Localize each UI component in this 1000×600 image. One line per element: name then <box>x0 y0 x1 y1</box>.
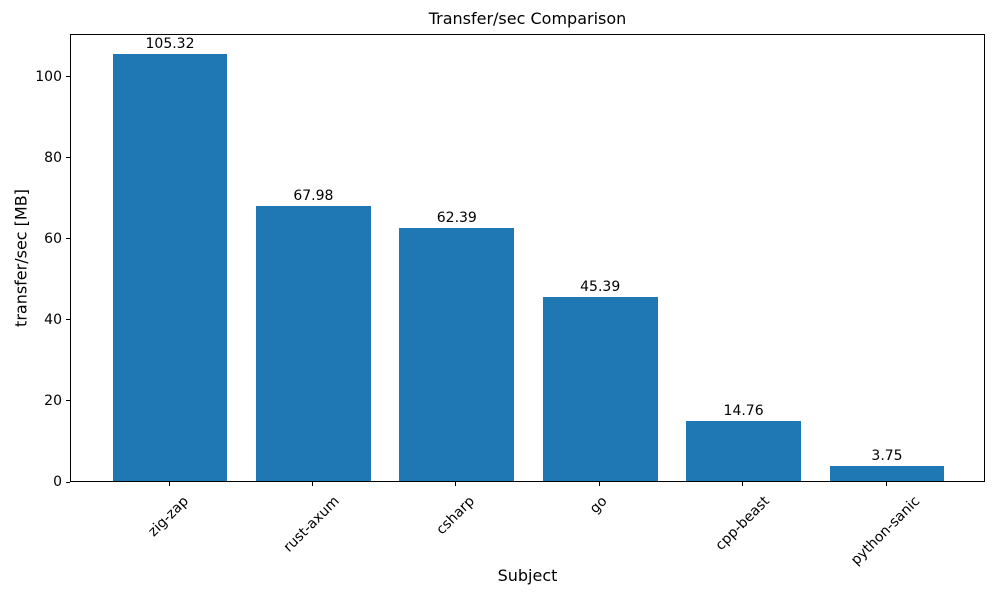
x-tick <box>311 482 313 486</box>
y-tick-label: 20 <box>44 392 62 409</box>
x-tick <box>598 482 600 486</box>
x-tick <box>455 482 457 486</box>
x-tick <box>168 482 170 486</box>
bar-value-label: 45.39 <box>580 279 621 296</box>
bar-value-label: 67.98 <box>293 187 334 204</box>
bar-csharp <box>399 228 515 481</box>
chart-title: Transfer/sec Comparison <box>428 9 627 28</box>
x-tick-label: python-sanic <box>848 493 924 569</box>
y-tick <box>66 76 70 78</box>
y-tick-label: 100 <box>35 68 62 85</box>
y-tick <box>66 238 70 240</box>
x-tick-label: go <box>587 493 611 517</box>
bar-value-label: 14.76 <box>723 403 764 420</box>
bar-cpp-beast <box>686 421 801 481</box>
y-tick <box>66 481 70 483</box>
y-axis-label: transfer/sec [MB] <box>11 189 31 327</box>
plot-area: 105.32 67.98 62.39 45.39 14.76 3.75 <box>70 34 985 482</box>
x-tick-label: zig-zap <box>145 493 192 540</box>
x-tick-label: csharp <box>433 493 478 538</box>
x-axis-label: Subject <box>497 566 558 585</box>
bar-value-label: 105.32 <box>145 36 195 53</box>
bar-go <box>542 297 658 481</box>
x-tick <box>742 482 744 486</box>
bar-zig-zap <box>112 54 228 481</box>
y-tick-label: 40 <box>44 311 62 328</box>
y-tick-label: 0 <box>53 474 62 490</box>
bar-value-label: 3.75 <box>871 447 903 464</box>
x-tick-label: rust-axum <box>280 493 344 556</box>
bar-rust-axum <box>256 205 371 481</box>
y-tick <box>66 157 70 159</box>
bar-value-label: 62.39 <box>436 210 477 227</box>
y-tick <box>66 400 70 402</box>
y-tick-label: 80 <box>44 149 62 166</box>
x-tick <box>885 482 887 486</box>
y-tick-label: 60 <box>44 230 62 247</box>
y-tick <box>66 319 70 321</box>
x-tick-label: cpp-beast <box>712 493 773 554</box>
bar-python-sanic <box>829 465 945 481</box>
